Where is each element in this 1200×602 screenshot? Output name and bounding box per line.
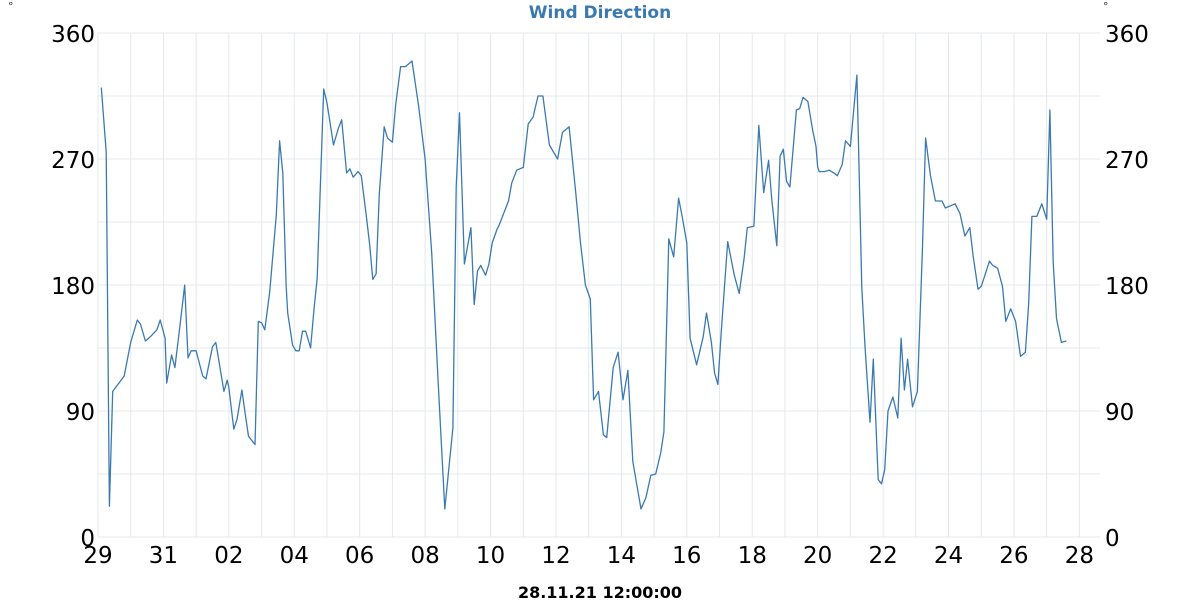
y-tick-label-right: 0	[1105, 526, 1120, 552]
x-tick-label: 04	[280, 543, 309, 569]
y-tick-label-right: 270	[1105, 148, 1149, 174]
x-tick-label: 06	[345, 543, 374, 569]
x-tick-label: 14	[607, 543, 636, 569]
timestamp-label: 28.11.21 12:00:00	[517, 583, 683, 602]
y-axis-unit-right: °	[1103, 0, 1109, 13]
y-tick-label-right: 180	[1105, 274, 1149, 300]
y-tick-label-left: 0	[80, 526, 95, 552]
x-tick-label: 20	[803, 543, 832, 569]
x-tick-label: 24	[934, 543, 963, 569]
x-tick-label: 29	[83, 543, 112, 569]
x-tick-label: 22	[868, 543, 897, 569]
x-tick-label: 10	[476, 543, 505, 569]
y-axis-unit-left: °	[8, 0, 14, 13]
y-tick-label-left: 360	[51, 22, 95, 48]
x-tick-label: 12	[541, 543, 570, 569]
x-tick-label: 16	[672, 543, 701, 569]
x-tick-label: 18	[738, 543, 767, 569]
y-tick-label-left: 180	[51, 274, 95, 300]
y-tick-label-right: 90	[1105, 400, 1134, 426]
chart-title: Wind Direction	[528, 3, 672, 23]
x-tick-label: 02	[214, 543, 243, 569]
series-line	[100, 60, 1067, 510]
x-tick-label: 08	[410, 543, 439, 569]
x-tick-label: 31	[149, 543, 178, 569]
x-tick-label: 26	[999, 543, 1028, 569]
y-tick-label-right: 360	[1105, 22, 1149, 48]
grid	[97, 32, 1100, 538]
x-tick-label: 28	[1065, 543, 1094, 569]
y-tick-label-left: 90	[66, 400, 95, 426]
y-tick-label-left: 270	[51, 148, 95, 174]
